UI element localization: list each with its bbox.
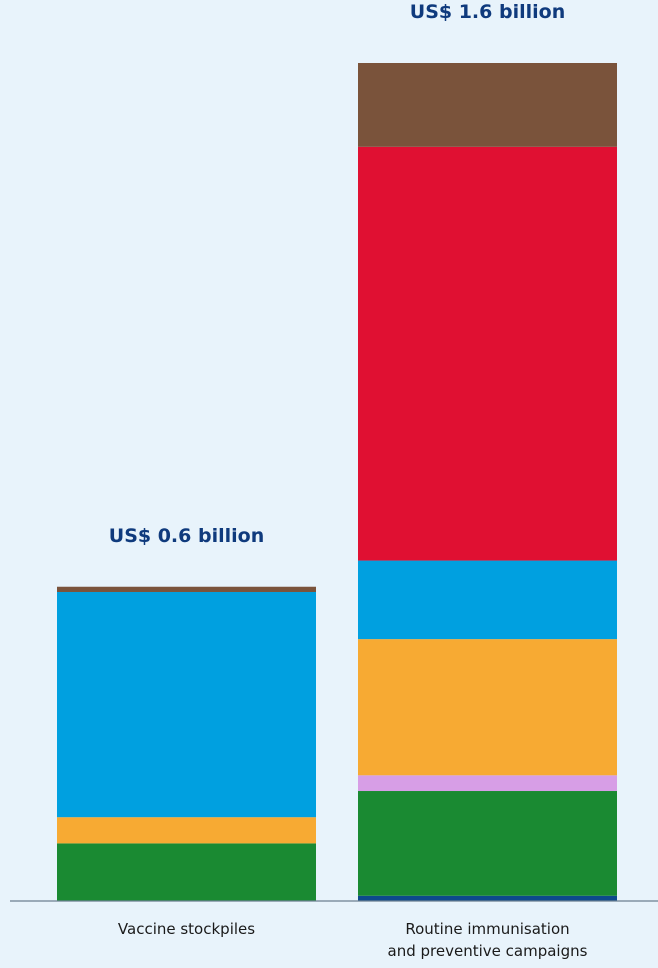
bar-segment [57,586,316,592]
bar-segment [57,817,316,844]
bar-segment [358,775,617,792]
bar-segment [57,591,316,818]
x-tick-label: Routine immunisation and preventive camp… [387,920,588,960]
bar-segment [57,843,316,901]
bar-segment [358,895,617,901]
bar-segment [358,63,617,147]
x-tick-label: Vaccine stockpiles [117,920,256,938]
total-label: US$ 1.6 billion [410,1,565,23]
bar-segment [358,639,617,776]
total-label: US$ 0.6 billion [109,525,264,547]
bar-segment [358,560,617,640]
bar-segment [358,791,617,896]
bar-segment [358,146,617,561]
